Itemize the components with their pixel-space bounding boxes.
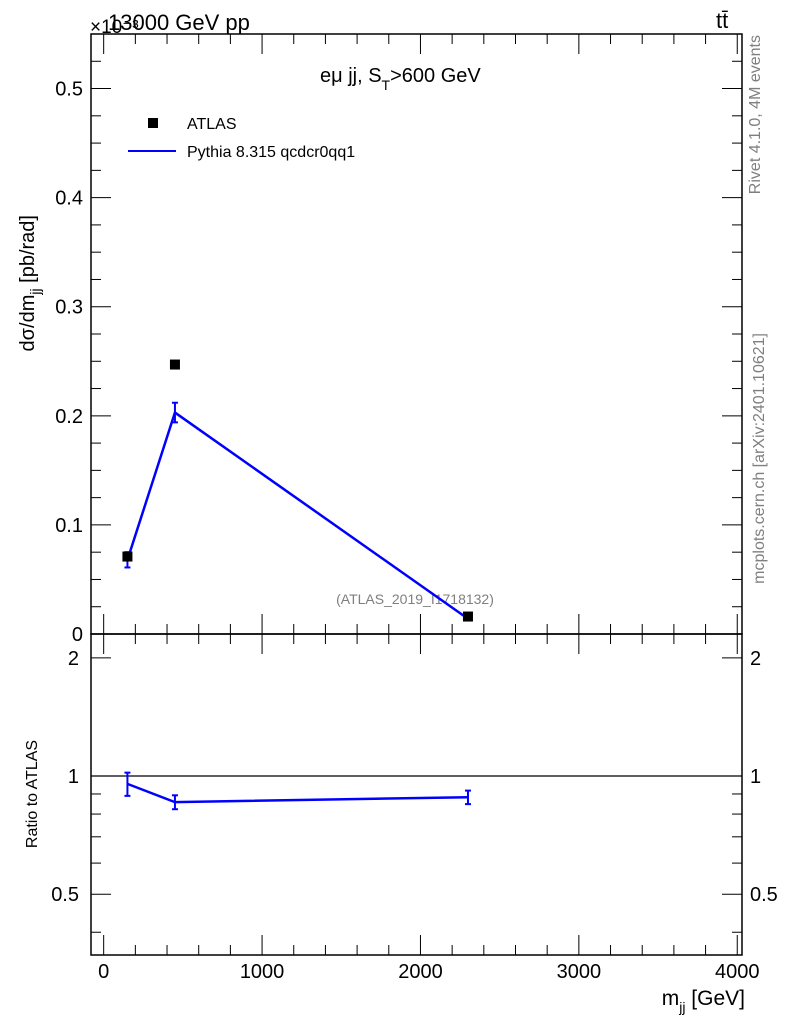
rivet-label: Rivet 4.1.0, 4M events: [747, 35, 764, 194]
x-tick-labels: 0 1000 2000 3000 4000: [98, 961, 759, 983]
ratio-y-tick-label-right: 2: [750, 648, 761, 670]
ratio-pythia-line: [126, 782, 468, 804]
plot-title-sub: T: [382, 77, 391, 93]
ratio-panel: 0.5 0.5 1 1 2 2 0 1000 2000 3000 4000 Ratio to AT…: [24, 633, 778, 1015]
x-axis-label-tail: [GeV]: [685, 987, 745, 1010]
pythia-line: [126, 410, 469, 620]
x-tick-label: 4000: [715, 961, 760, 983]
main-panel: 0 0.1 0.2 0.3 0.4 0.5 eμ jj, ST>600 GeV dσ/dm…: [17, 33, 743, 646]
atlas-data-point: [169, 359, 180, 370]
ratio-y-tick-label: 0.5: [51, 884, 79, 906]
main-y-axis-label-sub: jj: [27, 288, 43, 295]
main-y-axis-label: dσ/dmjj [pb/rad]: [17, 215, 43, 351]
x-axis-label: mjj [GeV]: [662, 987, 745, 1015]
mcplots-label: mcplots.cern.ch [arXiv:2401.10621]: [751, 333, 768, 584]
ratio-y-tick-labels: 0.5 0.5 1 1 2 2: [51, 648, 778, 906]
x-axis-label-main: m: [662, 987, 680, 1010]
analysis-watermark: (ATLAS_2019_I1718132): [336, 591, 494, 607]
ratio-y-axis-label: Ratio to ATLAS: [24, 740, 41, 848]
y-tick-label: 0.5: [55, 79, 83, 101]
atlas-data-point: [122, 551, 133, 562]
y-tick-label: 0: [72, 624, 83, 646]
x-tick-label: 2000: [398, 961, 443, 983]
x-tick-label: 3000: [557, 961, 602, 983]
main-y-axis-label-tail: [pb/rad]: [17, 215, 39, 288]
process-label: tt̄: [716, 8, 728, 33]
legend-pythia-label: Pythia 8.315 qcdcr0qq1: [187, 144, 355, 161]
y-tick-label: 0.2: [55, 406, 83, 428]
main-series-layer: [122, 359, 473, 622]
y-tick-label: 0.3: [55, 297, 83, 319]
legend: ATLAS Pythia 8.315 qcdcr0qq1: [128, 116, 355, 161]
main-y-axis-label-main: dσ/dm: [17, 295, 39, 352]
legend-atlas-marker: [148, 118, 158, 128]
plot-title: eμ jj, ST>600 GeV: [320, 65, 481, 93]
ratio-y-tick-label-right: 1: [750, 766, 761, 788]
plot-title-main: eμ jj, S: [320, 65, 382, 87]
ratio-y-tick-label-right: 0.5: [750, 884, 778, 906]
ratio-y-tick-label: 1: [68, 766, 79, 788]
plot-title-tail: >600 GeV: [390, 65, 481, 87]
x-tick-label: 1000: [240, 961, 285, 983]
ratio-axis-ticks: [91, 634, 742, 955]
energy-label: 13000 GeV pp: [108, 10, 250, 35]
x-axis-label-sub: jj: [678, 999, 685, 1015]
y-exponent-label: ×10⁻³: [90, 17, 139, 38]
ratio-y-tick-label: 2: [68, 648, 79, 670]
y-tick-label: 0.1: [55, 515, 83, 537]
ratio-plot-frame: [90, 633, 743, 956]
legend-atlas-label: ATLAS: [187, 116, 237, 133]
main-y-tick-labels: 0 0.1 0.2 0.3 0.4 0.5: [55, 79, 83, 646]
y-tick-label: 0.4: [55, 188, 83, 210]
atlas-data-point: [462, 611, 473, 622]
ratio-series-layer: [124, 771, 471, 811]
x-tick-label: 0: [98, 961, 109, 983]
